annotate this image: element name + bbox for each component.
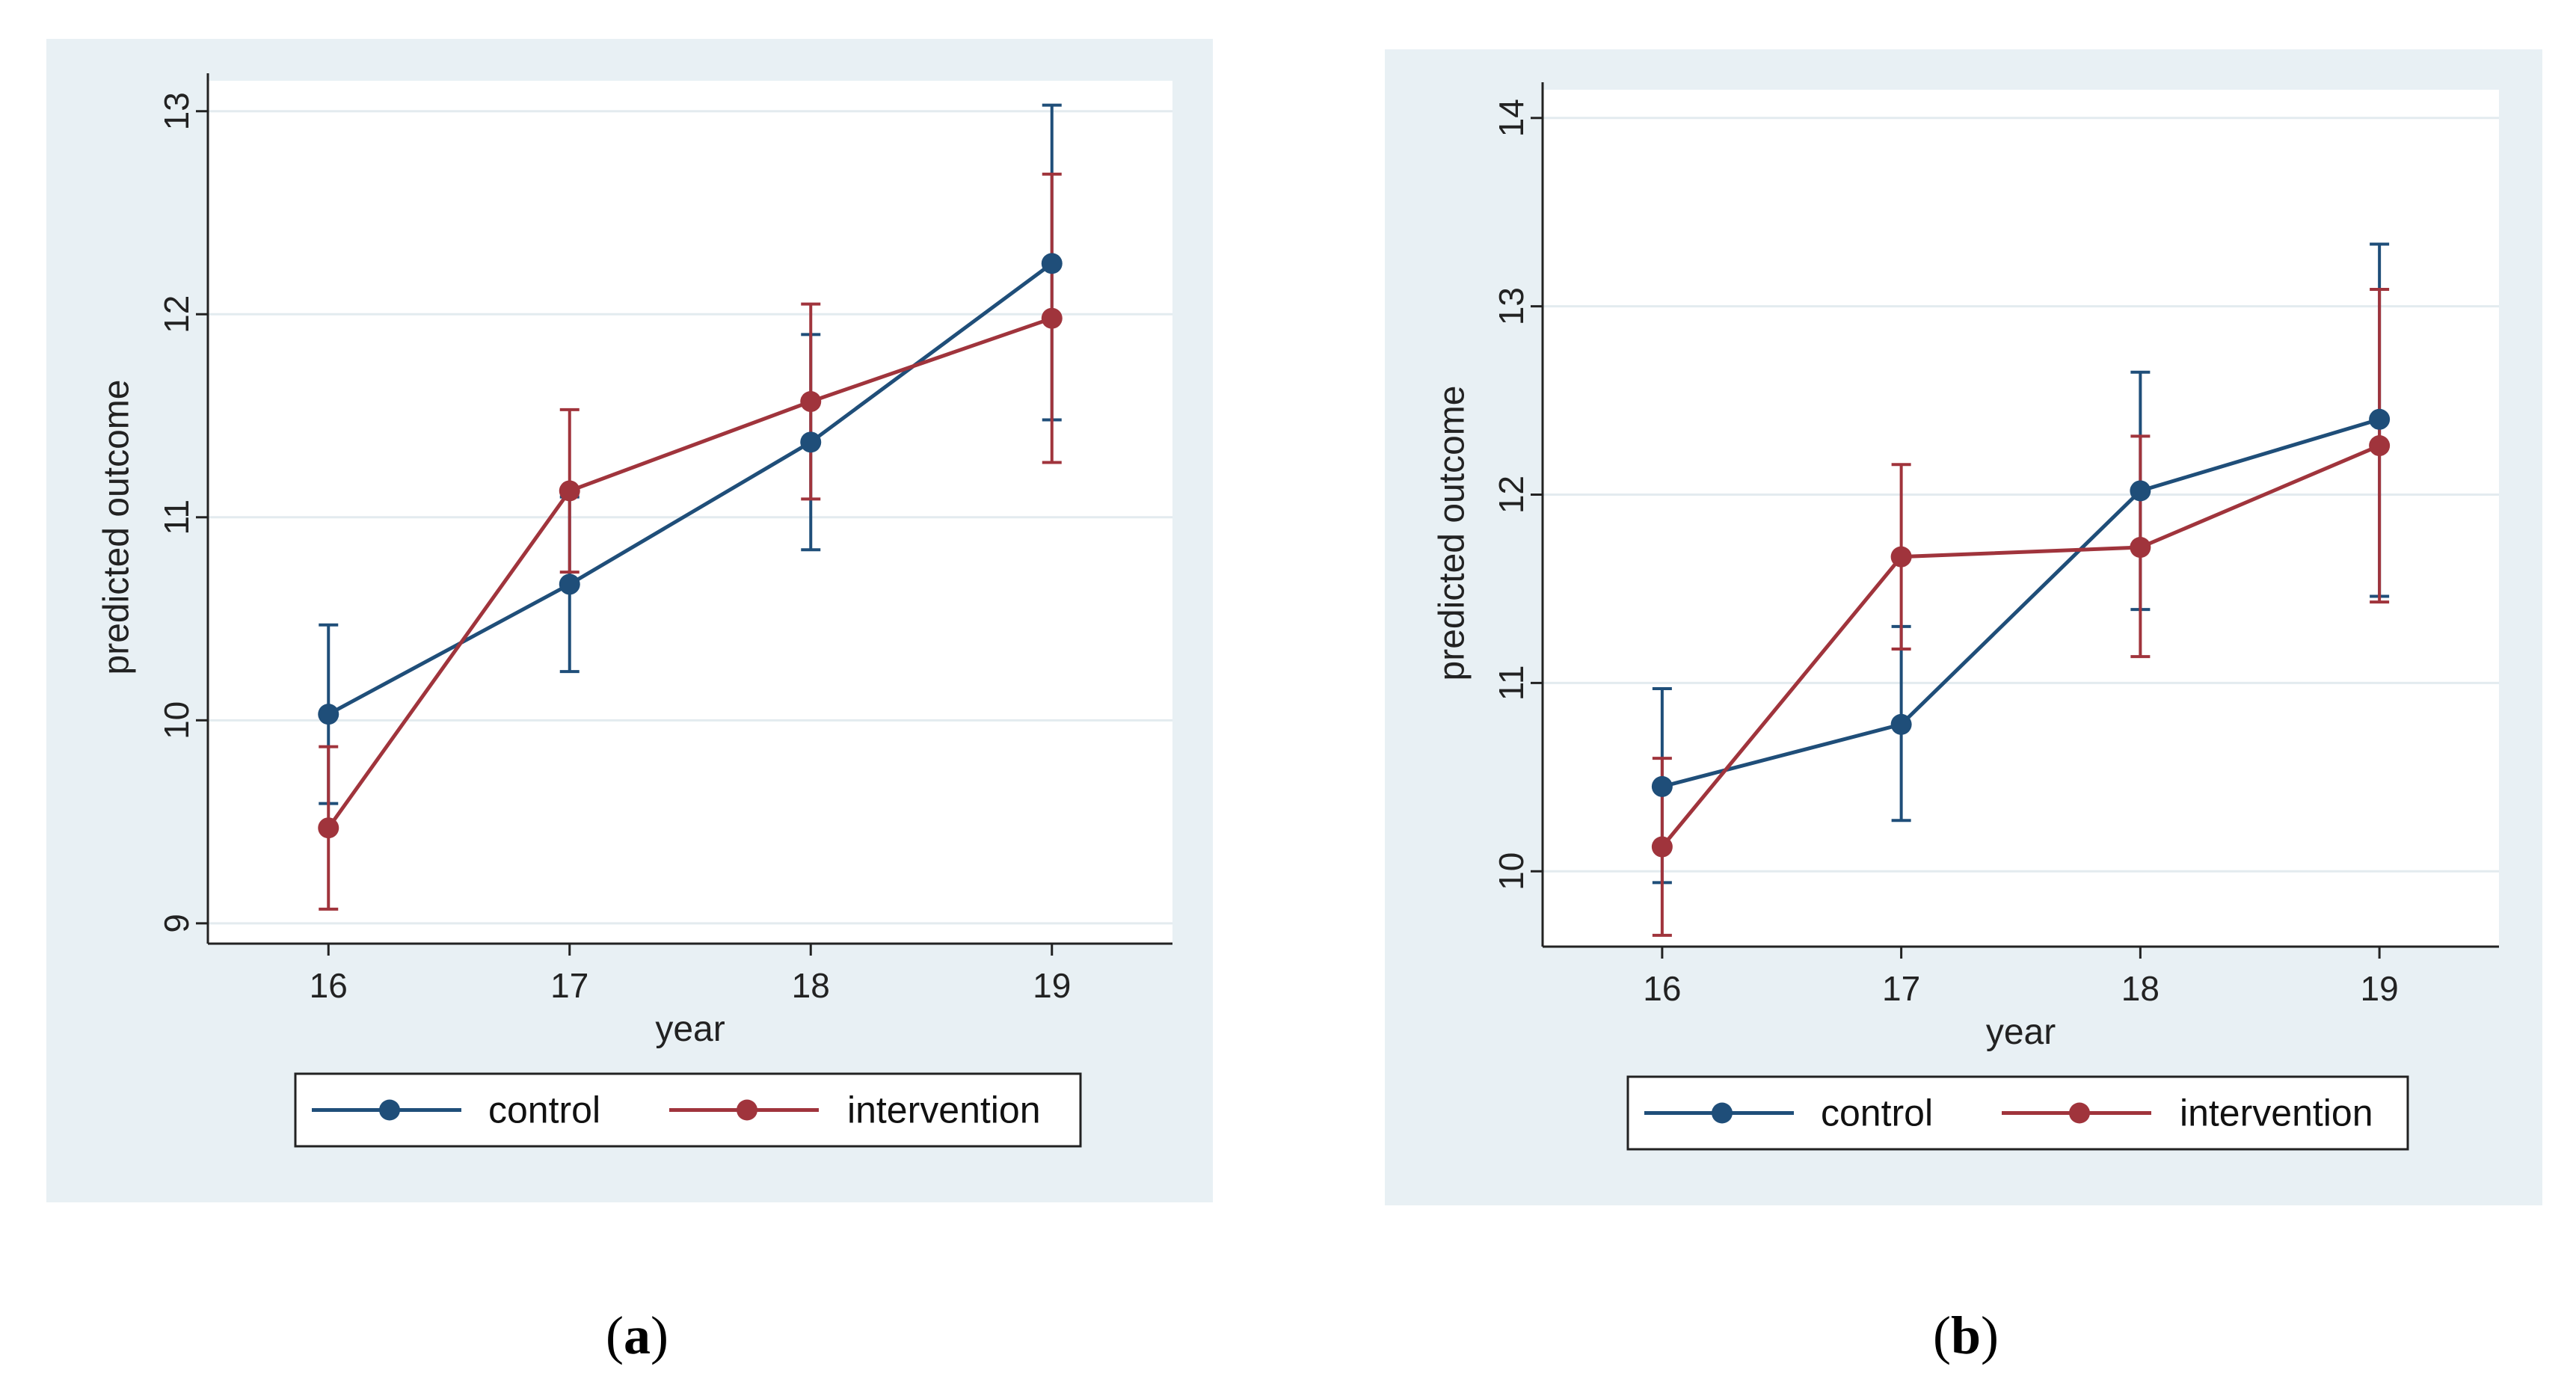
legend-control-marker [1712, 1102, 1733, 1124]
control-data-point [1651, 775, 1673, 797]
intervention-series-line [327, 316, 1053, 829]
legend-control-label: control [488, 1089, 600, 1131]
intervention-data-point [559, 480, 580, 502]
control-data-point [800, 431, 822, 453]
x-tick-label: 17 [550, 966, 588, 1005]
legend-intervention-label: intervention [847, 1089, 1041, 1131]
x-tick-label: 18 [2121, 969, 2160, 1008]
y-tick-label: 11 [1492, 665, 1531, 701]
intervention-data-point [2369, 435, 2391, 457]
y-tick-label: 11 [157, 499, 196, 535]
x-tick-label: 19 [1033, 966, 1071, 1005]
x-axis-title: year [655, 1009, 725, 1049]
y-axis-title: predicted outcome [1433, 386, 1472, 681]
intervention-data-point [800, 391, 822, 413]
y-tick-label: 12 [157, 295, 196, 333]
control-series-line [328, 262, 1054, 716]
legend-intervention-marker [2069, 1102, 2090, 1124]
x-tick-label: 19 [2361, 969, 2399, 1008]
x-tick-label: 16 [1643, 969, 1681, 1008]
y-axis-title: predicted outcome [97, 380, 137, 675]
y-tick-label: 10 [157, 701, 196, 740]
intervention-data-point [2130, 537, 2151, 559]
control-series-line [1662, 417, 2380, 789]
caption-b: (b) [1933, 1306, 1999, 1365]
control-data-point [2130, 480, 2151, 502]
y-tick-label: 13 [157, 92, 196, 130]
control-data-point [559, 574, 580, 595]
intervention-series-line [1660, 443, 2381, 849]
x-tick-label: 16 [310, 966, 348, 1005]
y-tick-label: 12 [1492, 476, 1531, 514]
caption-a: (a) [606, 1306, 668, 1365]
control-data-point [318, 704, 339, 725]
y-tick-label: 14 [1492, 99, 1531, 137]
intervention-data-point [318, 817, 339, 839]
intervention-data-point [1651, 836, 1673, 858]
legend-intervention-label: intervention [2180, 1092, 2373, 1134]
x-axis-title: year [1986, 1012, 2056, 1052]
plot-area [1543, 90, 2499, 947]
y-tick-label: 13 [1492, 287, 1531, 325]
legend-control-label: control [1821, 1092, 1933, 1134]
legend-intervention-marker [737, 1099, 757, 1121]
legend-control-marker [379, 1099, 400, 1121]
control-data-point [2369, 408, 2391, 430]
intervention-data-point [1890, 546, 1912, 568]
x-tick-label: 17 [1882, 969, 1920, 1008]
control-data-point [1041, 253, 1063, 274]
x-tick-label: 18 [792, 966, 830, 1005]
y-tick-label: 10 [1492, 852, 1531, 891]
intervention-data-point [1041, 307, 1063, 329]
y-tick-label: 9 [157, 914, 196, 933]
control-data-point [1890, 713, 1912, 735]
